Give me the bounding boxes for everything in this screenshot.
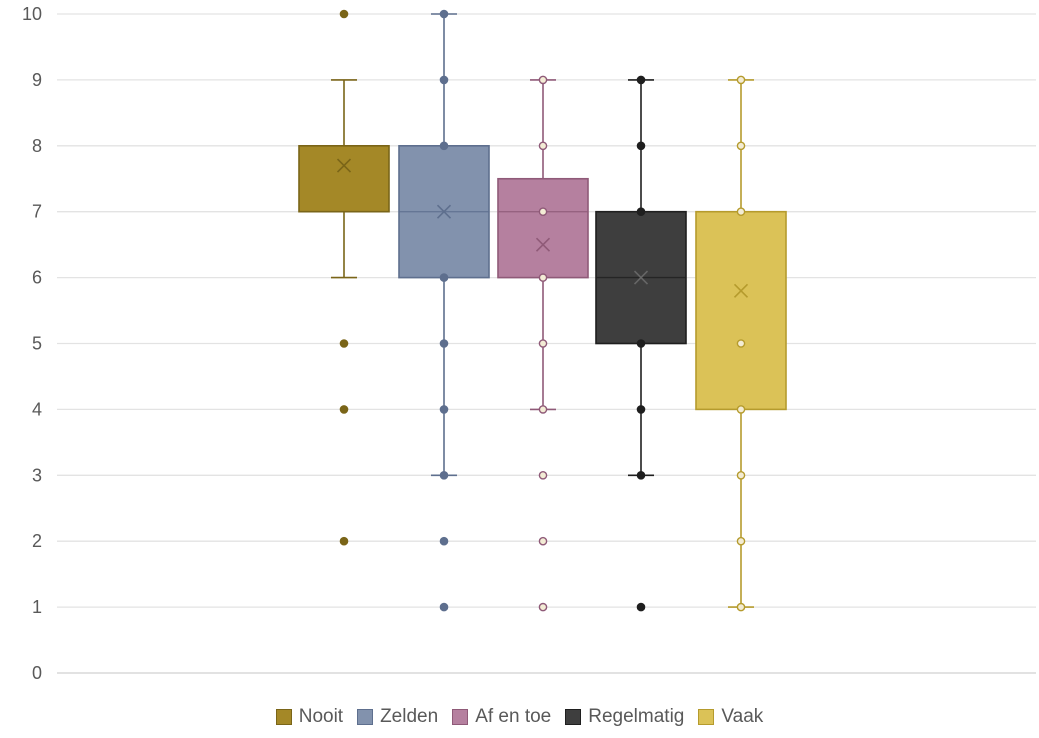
data-point bbox=[439, 9, 449, 19]
box-af-en-toe bbox=[497, 75, 589, 612]
box-regelmatig bbox=[595, 75, 687, 612]
legend-item: Zelden bbox=[357, 706, 438, 728]
legend-label: Regelmatig bbox=[588, 706, 685, 727]
legend-label: Af en toe bbox=[475, 706, 552, 727]
box-iqr bbox=[298, 145, 390, 213]
legend-swatch bbox=[357, 709, 374, 725]
data-point bbox=[736, 141, 746, 151]
y-axis: 0 1 2 3 4 5 6 7 8 9 10 bbox=[22, 4, 42, 683]
data-point bbox=[538, 602, 548, 612]
data-point bbox=[736, 602, 746, 612]
legend-swatch bbox=[275, 709, 292, 725]
box-zelden bbox=[398, 9, 490, 612]
data-point bbox=[736, 536, 746, 546]
data-point bbox=[538, 470, 548, 480]
data-point bbox=[439, 141, 449, 151]
y-tick-label: 4 bbox=[32, 399, 42, 419]
data-point bbox=[439, 602, 449, 612]
legend-swatch bbox=[452, 709, 469, 725]
y-tick-label: 9 bbox=[32, 70, 42, 90]
data-point bbox=[439, 536, 449, 546]
data-point bbox=[439, 75, 449, 85]
y-tick-label: 10 bbox=[22, 4, 42, 24]
data-point bbox=[736, 207, 746, 216]
legend-label: Vaak bbox=[721, 706, 764, 727]
data-point bbox=[538, 273, 548, 282]
legend-item: Nooit bbox=[275, 706, 344, 728]
data-point bbox=[736, 405, 746, 414]
data-point bbox=[439, 470, 449, 480]
data-point bbox=[538, 536, 548, 546]
data-point bbox=[439, 339, 449, 348]
legend-item: Vaak bbox=[698, 706, 763, 728]
data-point bbox=[538, 339, 548, 348]
data-point bbox=[339, 536, 349, 546]
legend-item: Regelmatig bbox=[565, 706, 684, 728]
mean-marker bbox=[336, 158, 352, 173]
box-iqr bbox=[695, 210, 787, 411]
data-point bbox=[538, 405, 548, 414]
data-point bbox=[636, 75, 646, 85]
legend: Nooit Zelden Af en toe Regelmatig Vaak bbox=[0, 706, 1039, 728]
mean-marker bbox=[733, 283, 749, 298]
y-tick-label: 7 bbox=[32, 202, 42, 222]
data-point bbox=[439, 273, 449, 282]
data-point bbox=[538, 75, 548, 85]
box-vaak bbox=[695, 75, 787, 612]
data-point bbox=[538, 141, 548, 151]
data-point bbox=[736, 470, 746, 480]
y-tick-label: 6 bbox=[32, 268, 42, 288]
legend-label: Nooit bbox=[298, 706, 344, 727]
mean-marker bbox=[633, 270, 649, 285]
box-iqr bbox=[497, 177, 589, 279]
mean-marker bbox=[436, 204, 452, 219]
data-point bbox=[636, 141, 646, 151]
data-point bbox=[339, 339, 349, 348]
box-plot-chart: 0 1 2 3 4 5 6 7 8 9 10 bbox=[22, 4, 1036, 683]
legend-swatch bbox=[565, 709, 582, 725]
box-nooit bbox=[298, 9, 390, 546]
data-point bbox=[636, 405, 646, 414]
y-tick-label: 2 bbox=[32, 531, 42, 551]
y-tick-label: 3 bbox=[32, 465, 42, 485]
data-point bbox=[339, 9, 349, 19]
data-point bbox=[636, 207, 646, 216]
data-point bbox=[636, 339, 646, 348]
y-tick-label: 0 bbox=[32, 663, 42, 683]
data-point bbox=[636, 602, 646, 612]
data-point bbox=[538, 207, 548, 216]
legend-label: Zelden bbox=[380, 706, 439, 727]
mean-marker bbox=[535, 237, 551, 252]
y-tick-label: 5 bbox=[32, 334, 42, 354]
data-point bbox=[636, 470, 646, 480]
legend-item: Af en toe bbox=[452, 706, 551, 728]
boxes-layer bbox=[298, 9, 787, 612]
data-point bbox=[736, 75, 746, 85]
y-tick-label: 8 bbox=[32, 136, 42, 156]
y-tick-label: 1 bbox=[32, 597, 42, 617]
data-point bbox=[339, 405, 349, 414]
data-point bbox=[736, 339, 746, 348]
legend-swatch bbox=[698, 709, 715, 725]
data-point bbox=[439, 405, 449, 414]
